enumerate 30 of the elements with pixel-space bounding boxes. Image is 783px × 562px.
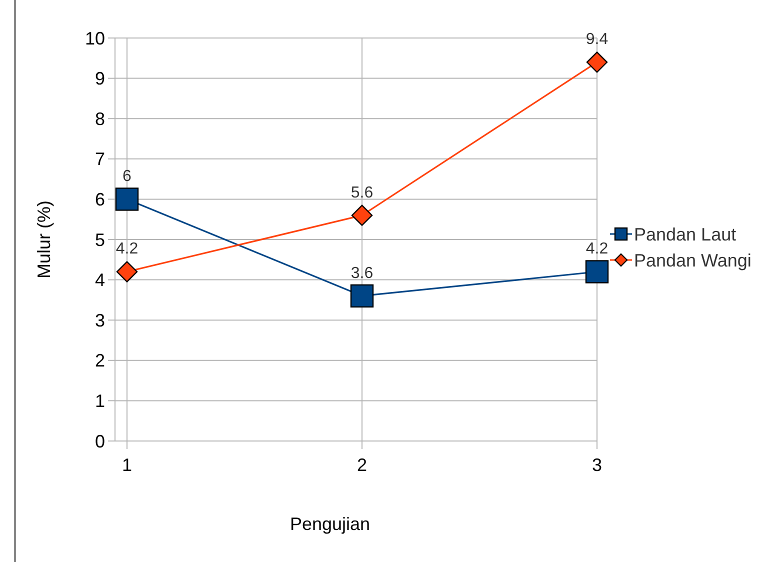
y-tick-label: 0 [94, 431, 105, 452]
x-tick-label: 1 [122, 455, 132, 475]
point [351, 204, 373, 226]
data-label: 9.4 [586, 31, 608, 48]
point [115, 188, 139, 211]
point [116, 261, 138, 282]
legend-label: Pandan Laut [634, 224, 736, 244]
legend-label: Pandan Wangi [634, 250, 752, 270]
y-tick-label: 10 [84, 28, 105, 48]
x-tick-label: 2 [356, 455, 368, 475]
y-axis-title: Mulur (%) [34, 200, 54, 279]
x-tick-label: 3 [592, 455, 602, 475]
point [350, 284, 374, 308]
data-label: 4.2 [116, 240, 138, 258]
y-tick-label: 2 [94, 350, 105, 371]
y-tick-label: 1 [94, 391, 105, 411]
y-tick-label: 6 [94, 190, 105, 210]
x-axis-title: Pengujian [290, 514, 370, 534]
y-tick-label: 3 [94, 310, 105, 330]
y-tick-label: 8 [94, 108, 105, 129]
y-tick-label: 9 [94, 68, 105, 89]
data-label: 4.2 [586, 240, 608, 258]
y-tick-label: 4 [94, 270, 105, 290]
point [585, 260, 609, 284]
point [586, 52, 608, 73]
y-tick-label: 7 [94, 149, 105, 170]
data-label: 3.6 [350, 264, 374, 282]
data-label: 5.6 [350, 184, 374, 202]
data-label: 6 [122, 168, 132, 186]
y-tick-label: 5 [94, 230, 105, 250]
